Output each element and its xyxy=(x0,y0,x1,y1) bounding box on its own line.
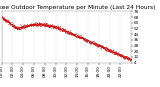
Title: Milwaukee Outdoor Temperature per Minute (Last 24 Hours): Milwaukee Outdoor Temperature per Minute… xyxy=(0,5,155,10)
